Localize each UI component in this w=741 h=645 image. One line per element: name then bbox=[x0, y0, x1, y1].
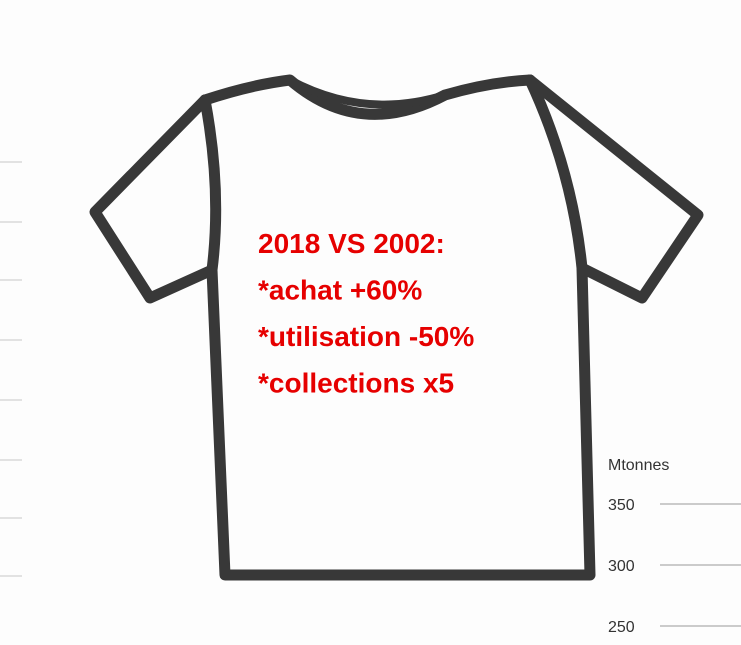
callout-line: 2018 VS 2002: bbox=[258, 228, 445, 259]
callout-line: *achat +60% bbox=[258, 275, 422, 306]
callout-line: *collections x5 bbox=[258, 368, 454, 399]
axis-ticks: 350 300 250 bbox=[608, 497, 741, 636]
tshirt-icon bbox=[89, 74, 704, 581]
tick-label: 250 bbox=[608, 619, 635, 636]
callout-line: *utilisation -50% bbox=[258, 321, 474, 352]
left-grid-fragment bbox=[0, 161, 22, 577]
tick-label: 300 bbox=[608, 558, 635, 575]
callout: 2018 VS 2002: *achat +60% *utilisation -50… bbox=[258, 228, 474, 399]
tick-label: 350 bbox=[608, 497, 635, 514]
axis-unit: Mtonnes bbox=[608, 457, 669, 474]
